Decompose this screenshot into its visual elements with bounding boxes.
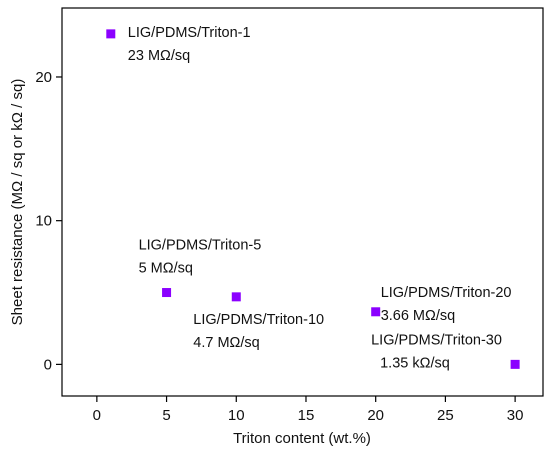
data-point bbox=[162, 288, 172, 298]
point-value-label: 4.7 MΩ/sq bbox=[193, 335, 259, 351]
point-label: LIG/PDMS/Triton-5 bbox=[139, 238, 262, 254]
data-point bbox=[510, 359, 520, 369]
point-label: LIG/PDMS/Triton-10 bbox=[193, 312, 324, 328]
point-label: LIG/PDMS/Triton-20 bbox=[381, 285, 512, 301]
x-tick-label: 20 bbox=[367, 407, 384, 424]
x-tick-label: 25 bbox=[437, 407, 454, 424]
x-axis-title: Triton content (wt.%) bbox=[233, 430, 371, 447]
plot-frame bbox=[61, 7, 544, 397]
data-point bbox=[371, 307, 381, 317]
x-axis: 0 5 10 15 20 25 30 bbox=[93, 396, 524, 424]
data-point bbox=[106, 29, 116, 39]
x-tick-label: 10 bbox=[228, 407, 245, 424]
x-tick-label: 30 bbox=[507, 407, 524, 424]
y-tick-label: 0 bbox=[44, 356, 52, 373]
y-axis: 0 10 20 bbox=[35, 69, 62, 373]
y-tick-label: 20 bbox=[35, 69, 52, 86]
data-points bbox=[106, 29, 520, 369]
x-tick-label: 0 bbox=[93, 407, 101, 424]
x-tick-label: 5 bbox=[162, 407, 170, 424]
point-value-label: 1.35 kΩ/sq bbox=[380, 355, 450, 371]
point-label: LIG/PDMS/Triton-1 bbox=[128, 25, 251, 41]
point-value-label: 23 MΩ/sq bbox=[128, 48, 190, 64]
point-annotations: LIG/PDMS/Triton-1 23 MΩ/sq LIG/PDMS/Triton… bbox=[128, 25, 512, 371]
data-point bbox=[231, 292, 241, 302]
y-axis-title: Sheet resistance (MΩ / sq or kΩ / sq) bbox=[9, 79, 26, 326]
point-value-label: 5 MΩ/sq bbox=[139, 261, 193, 277]
point-value-label: 3.66 MΩ/sq bbox=[381, 308, 456, 324]
y-tick-label: 10 bbox=[35, 213, 52, 230]
x-tick-label: 15 bbox=[298, 407, 315, 424]
point-label: LIG/PDMS/Triton-30 bbox=[371, 332, 502, 348]
